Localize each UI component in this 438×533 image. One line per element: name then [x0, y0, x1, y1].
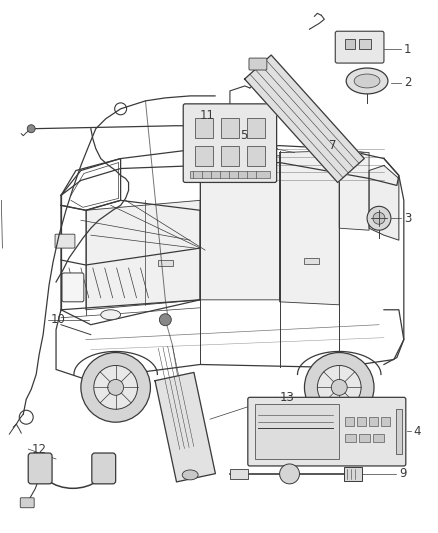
- Text: 10: 10: [51, 313, 66, 326]
- Bar: [247, 146, 265, 166]
- Bar: [195, 118, 213, 138]
- Bar: [247, 118, 265, 138]
- Bar: [221, 146, 239, 166]
- Circle shape: [373, 212, 385, 224]
- Circle shape: [108, 379, 124, 395]
- Polygon shape: [339, 151, 369, 230]
- Circle shape: [94, 366, 138, 409]
- Bar: [381, 417, 390, 426]
- Circle shape: [318, 366, 361, 409]
- Polygon shape: [155, 373, 215, 482]
- Circle shape: [279, 464, 300, 484]
- Polygon shape: [86, 200, 200, 310]
- Bar: [345, 417, 354, 426]
- Ellipse shape: [354, 74, 380, 88]
- FancyBboxPatch shape: [183, 104, 277, 182]
- Bar: [221, 118, 239, 138]
- FancyBboxPatch shape: [92, 453, 116, 484]
- Text: 9: 9: [399, 467, 406, 480]
- Text: 13: 13: [279, 391, 294, 404]
- Bar: [396, 409, 402, 454]
- FancyBboxPatch shape: [62, 273, 84, 302]
- FancyBboxPatch shape: [248, 397, 406, 466]
- Circle shape: [304, 352, 374, 422]
- Circle shape: [367, 206, 391, 230]
- FancyBboxPatch shape: [28, 453, 52, 484]
- Bar: [159, 260, 173, 266]
- Ellipse shape: [182, 470, 198, 480]
- Ellipse shape: [346, 68, 388, 94]
- Polygon shape: [200, 156, 279, 300]
- Bar: [357, 417, 366, 426]
- Bar: [255, 404, 339, 459]
- Bar: [230, 469, 248, 479]
- Bar: [345, 39, 355, 49]
- Circle shape: [159, 314, 171, 326]
- Ellipse shape: [101, 310, 120, 320]
- Text: 3: 3: [404, 212, 411, 225]
- Bar: [344, 467, 362, 481]
- Polygon shape: [244, 55, 364, 182]
- Text: 12: 12: [31, 442, 46, 456]
- Polygon shape: [369, 166, 399, 240]
- Bar: [195, 146, 213, 166]
- Text: 2: 2: [404, 76, 411, 90]
- Text: 7: 7: [329, 139, 337, 152]
- Bar: [304, 258, 319, 264]
- Circle shape: [27, 125, 35, 133]
- Polygon shape: [279, 151, 339, 305]
- FancyBboxPatch shape: [20, 498, 34, 508]
- Circle shape: [81, 352, 150, 422]
- Bar: [345, 434, 356, 442]
- FancyBboxPatch shape: [249, 58, 267, 70]
- Text: 4: 4: [414, 425, 421, 438]
- Bar: [190, 171, 270, 179]
- Bar: [369, 417, 378, 426]
- FancyBboxPatch shape: [55, 234, 75, 248]
- Circle shape: [331, 379, 347, 395]
- Bar: [359, 434, 370, 442]
- Bar: [373, 434, 384, 442]
- Text: 5: 5: [240, 129, 247, 142]
- FancyBboxPatch shape: [335, 31, 384, 63]
- Text: 11: 11: [200, 109, 215, 122]
- Text: 1: 1: [404, 43, 411, 55]
- Bar: [359, 39, 371, 49]
